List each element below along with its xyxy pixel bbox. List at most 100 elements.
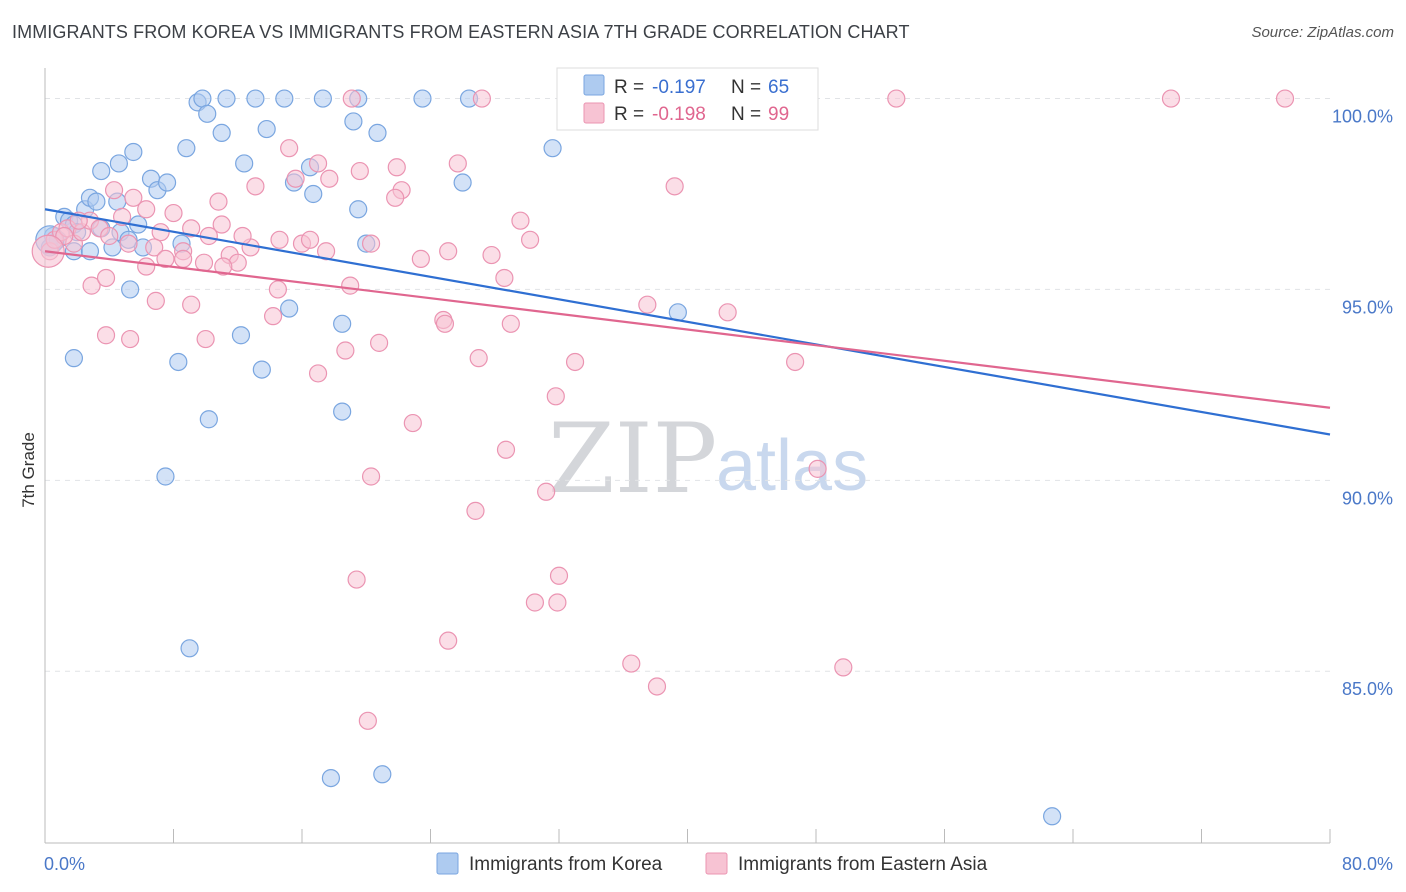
eastern-asia-point bbox=[1275, 89, 1295, 108]
eastern-asia-point bbox=[466, 501, 485, 520]
eastern-asia-point bbox=[718, 303, 737, 322]
legend-r-value-eastern-asia: -0.198 bbox=[652, 104, 706, 125]
eastern-asia-point bbox=[647, 677, 667, 696]
eastern-asia-point bbox=[336, 341, 355, 360]
korea-point bbox=[453, 173, 472, 192]
legend-n-label-eastern-asia: N = bbox=[731, 104, 761, 125]
eastern-asia-point bbox=[121, 329, 140, 349]
eastern-asia-point bbox=[496, 440, 516, 459]
eastern-asia-point bbox=[96, 326, 116, 345]
korea-point bbox=[321, 768, 341, 788]
eastern-asia-point bbox=[308, 154, 328, 173]
eastern-asia-point bbox=[482, 245, 501, 265]
eastern-asia-point bbox=[96, 268, 116, 288]
eastern-asia-point bbox=[520, 230, 540, 249]
eastern-asia-point bbox=[286, 169, 305, 188]
eastern-asia-point bbox=[316, 242, 336, 261]
bottom-legend-swatch-korea bbox=[436, 852, 459, 875]
eastern-asia-point bbox=[887, 89, 906, 108]
korea-point bbox=[169, 352, 188, 372]
y-axis-label: 7th Grade bbox=[19, 432, 38, 508]
eastern-asia-point bbox=[145, 238, 164, 257]
x-tick-min: 0.0% bbox=[44, 854, 85, 874]
legend-r-label-eastern-asia: R = bbox=[614, 104, 644, 125]
korea-point bbox=[349, 200, 368, 219]
eastern-asia-point bbox=[151, 223, 170, 242]
eastern-asia-point bbox=[342, 89, 361, 108]
eastern-asia-trend-line bbox=[44, 250, 1331, 409]
bottom-legend-eastern-asia: Immigrants from Eastern Asia bbox=[738, 854, 988, 875]
eastern-asia-point bbox=[439, 242, 458, 261]
eastern-asia-point bbox=[358, 711, 377, 730]
eastern-asia-point bbox=[194, 253, 214, 272]
eastern-asia-point bbox=[182, 219, 201, 238]
eastern-asia-point bbox=[435, 314, 455, 333]
chart-title: IMMIGRANTS FROM KOREA VS IMMIGRANTS FROM… bbox=[12, 22, 910, 42]
korea-point bbox=[280, 299, 299, 318]
eastern-asia-point bbox=[548, 593, 567, 612]
x-tick-max: 80.0% bbox=[1342, 854, 1393, 874]
y-tick-label: 85.0% bbox=[1342, 679, 1393, 699]
eastern-asia-point bbox=[549, 566, 569, 585]
korea-point bbox=[275, 89, 294, 108]
eastern-asia-point bbox=[834, 658, 853, 677]
korea-point bbox=[124, 142, 143, 162]
trend-lines bbox=[44, 208, 1331, 436]
eastern-asia-point bbox=[448, 154, 467, 173]
eastern-asia-point bbox=[156, 249, 175, 268]
korea-point bbox=[252, 360, 271, 379]
eastern-asia-point bbox=[100, 226, 119, 246]
eastern-asia-point bbox=[320, 169, 339, 188]
eastern-asia-point bbox=[209, 192, 228, 211]
eastern-asia-point bbox=[124, 188, 143, 207]
eastern-asia-point bbox=[439, 631, 458, 650]
korea-point bbox=[235, 154, 254, 173]
eastern-asia-point bbox=[214, 257, 233, 276]
legend-r-value-korea: -0.197 bbox=[652, 77, 706, 98]
eastern-asia-point bbox=[808, 459, 827, 478]
korea-point bbox=[180, 639, 199, 658]
eastern-asia-point bbox=[300, 230, 320, 249]
stats-legend: R = -0.197 N = 65 R = -0.198 N = 99 bbox=[556, 67, 819, 131]
eastern-asia-point bbox=[546, 387, 565, 406]
korea-point bbox=[1043, 807, 1062, 826]
eastern-asia-point bbox=[263, 307, 283, 326]
eastern-asia-point bbox=[501, 314, 520, 333]
legend-swatch-eastern-asia bbox=[583, 102, 605, 124]
eastern-asia-point bbox=[270, 230, 289, 249]
legend-r-label-korea: R = bbox=[614, 77, 644, 98]
eastern-asia-point bbox=[411, 249, 430, 268]
korea-point bbox=[87, 192, 106, 211]
eastern-asia-point bbox=[164, 203, 183, 223]
korea-point bbox=[246, 89, 265, 108]
watermark-zip: ZIP bbox=[548, 403, 717, 515]
axes bbox=[44, 68, 1331, 844]
bottom-legend-swatch-eastern-asia bbox=[705, 852, 728, 875]
eastern-asia-point bbox=[361, 234, 381, 253]
watermark-atlas: atlas bbox=[716, 426, 868, 506]
korea-point bbox=[217, 89, 236, 108]
y-tick-label: 95.0% bbox=[1342, 297, 1393, 317]
legend-n-value-eastern-asia: 99 bbox=[768, 104, 789, 125]
eastern-asia-point bbox=[472, 89, 491, 108]
eastern-asia-point bbox=[511, 211, 530, 230]
eastern-asia-point bbox=[469, 349, 488, 368]
eastern-asia-point bbox=[182, 295, 201, 314]
korea-point bbox=[333, 314, 352, 333]
eastern-asia-point bbox=[146, 291, 165, 310]
eastern-asia-point bbox=[196, 329, 215, 349]
eastern-asia-point bbox=[638, 295, 657, 314]
eastern-asia-point bbox=[246, 177, 265, 196]
eastern-asia-point bbox=[174, 249, 193, 268]
y-tick-label: 100.0% bbox=[1332, 107, 1393, 127]
legend-n-label-korea: N = bbox=[731, 77, 761, 98]
eastern-asia-point bbox=[280, 139, 299, 158]
korea-point bbox=[344, 112, 363, 131]
legend-swatch-korea bbox=[583, 74, 605, 96]
korea-point bbox=[212, 123, 231, 143]
korea-point bbox=[109, 154, 128, 173]
korea-point bbox=[231, 326, 251, 345]
y-tick-label: 90.0% bbox=[1342, 488, 1393, 508]
korea-trend-line bbox=[44, 208, 1331, 436]
